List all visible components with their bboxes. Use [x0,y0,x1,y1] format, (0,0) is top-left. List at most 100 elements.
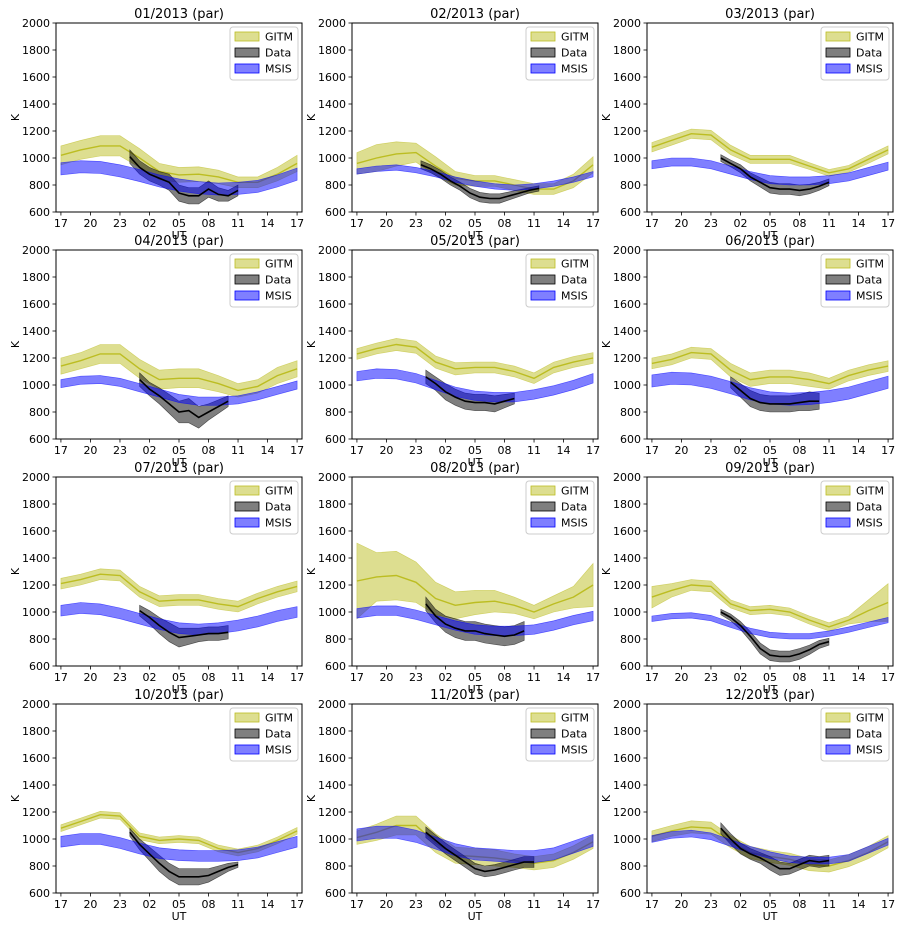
x-axis-label: UT [763,910,778,923]
legend-swatch-msis [530,290,556,301]
x-tick-label: 02 [438,217,452,230]
data-line [720,827,830,870]
y-axis-label: K [9,113,22,121]
plot-area [60,568,298,648]
x-tick-label: 20 [379,444,393,457]
legend-swatch-data [234,501,260,512]
x-axis-label: UT [468,910,483,923]
y-tick-label: 1800 [22,271,50,284]
subplot-title: 10/2013 (par) [134,688,224,703]
y-tick-label: 1000 [22,606,50,619]
x-tick-label: 05 [763,217,777,230]
subplot-title: 11/2013 (par) [430,688,520,703]
y-tick-label: 1400 [613,552,641,565]
x-tick-label: 17 [54,444,68,457]
msis-band [651,829,889,865]
y-tick-label: 2000 [613,471,641,484]
msis-band [356,164,594,191]
x-tick-label: 20 [674,898,688,911]
legend-label-gitm: GITM [561,31,589,44]
y-axis-label: K [600,113,613,121]
y-tick-label: 800 [325,860,346,873]
y-axis-label: K [305,340,318,348]
legend-label-msis: MSIS [265,63,292,76]
x-tick-label: 20 [83,444,97,457]
legend-swatch-msis [234,744,260,755]
plot-area [356,542,594,647]
plot-area [356,815,594,878]
y-tick-label: 1400 [318,325,346,338]
data-line [720,157,830,192]
x-tick-label: 23 [704,898,718,911]
legend-swatch-msis [825,517,851,528]
y-tick-label: 1200 [318,806,346,819]
x-tick-label: 11 [822,898,836,911]
subplot-8: 600 800 1000 1200 1400 1600 1800 2000 17 20 23 02 05… [305,461,600,696]
x-tick-label: 08 [498,671,512,684]
data-line [425,376,515,405]
legend-label-gitm: GITM [856,712,884,725]
legend-swatch-gitm [825,712,851,723]
y-tick-label: 600 [29,433,50,446]
x-axis-label: UT [763,456,778,469]
legend-swatch-gitm [234,485,260,496]
y-tick-label: 1000 [22,379,50,392]
x-tick-label: 05 [468,444,482,457]
legend-swatch-gitm [530,485,556,496]
legend: GITM Data MSIS [820,707,890,762]
y-tick-label: 1000 [318,606,346,619]
y-tick-label: 1200 [613,352,641,365]
legend-swatch-gitm [530,712,556,723]
y-tick-label: 1800 [22,725,50,738]
y-tick-label: 1600 [613,71,641,84]
x-axis-label: UT [172,910,187,923]
x-tick-label: 08 [498,217,512,230]
subplot-2: 600 800 1000 1200 1400 1600 1800 2000 17 20 23 02 05… [305,7,600,242]
legend-swatch-gitm [234,712,260,723]
x-tick-label: 23 [704,217,718,230]
y-tick-label: 2000 [22,17,50,30]
plot-area [651,820,889,876]
legend-swatch-msis [234,63,260,74]
y-tick-label: 600 [29,887,50,900]
x-tick-label: 05 [172,898,186,911]
data-band [129,827,239,886]
x-tick-label: 23 [113,217,127,230]
gitm-band [60,344,298,398]
plot-area [651,346,889,413]
legend: GITM Data MSIS [820,480,890,535]
y-tick-label: 800 [620,406,641,419]
x-tick-label: 17 [54,671,68,684]
y-tick-label: 1200 [22,125,50,138]
gitm-band [60,568,298,613]
legend-swatch-msis [234,290,260,301]
x-tick-label: 14 [261,444,275,457]
y-tick-label: 1000 [22,833,50,846]
legend-label-msis: MSIS [856,290,883,303]
x-tick-label: 02 [142,671,156,684]
y-tick-label: 1600 [613,298,641,311]
x-tick-label: 02 [142,898,156,911]
x-tick-label: 08 [793,444,807,457]
x-tick-label: 14 [852,217,866,230]
legend-swatch-gitm [825,31,851,42]
subplot-1: 600 800 1000 1200 1400 1600 1800 2000 17 20 23 02 05… [9,7,304,242]
x-tick-label: 14 [261,671,275,684]
x-tick-label: 14 [261,217,275,230]
data-band [420,160,540,204]
y-tick-label: 1000 [613,833,641,846]
x-tick-label: 02 [733,444,747,457]
legend-label-data: Data [856,47,882,60]
y-axis-label: K [305,794,318,802]
y-axis-label: K [305,113,318,121]
gitm-band [356,815,594,871]
y-tick-label: 2000 [318,471,346,484]
legend-label-msis: MSIS [856,517,883,530]
y-tick-label: 1000 [22,152,50,165]
y-tick-label: 1000 [318,152,346,165]
x-axis-label: UT [763,229,778,242]
plot-area [60,810,298,886]
msis-band [356,368,594,403]
subplot-title: 09/2013 (par) [725,461,815,476]
y-tick-label: 800 [620,179,641,192]
